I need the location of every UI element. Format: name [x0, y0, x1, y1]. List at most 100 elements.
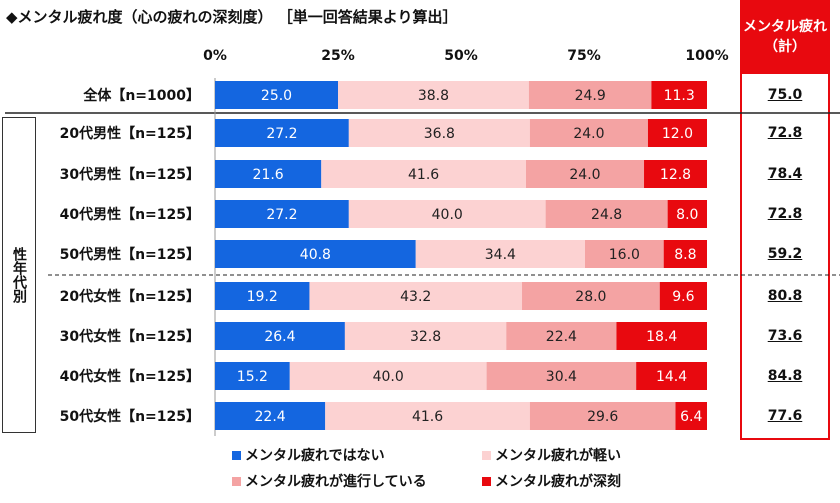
- total-value: 75.0: [767, 87, 803, 103]
- bar-segment: [545, 200, 668, 228]
- category-label: 50代女性【n=125】: [59, 409, 200, 425]
- legend-swatch: [482, 476, 491, 486]
- bar-segment: [528, 81, 652, 109]
- data-label: 24.0: [569, 167, 600, 183]
- data-label: 18.4: [646, 329, 677, 345]
- data-label: 27.2: [266, 207, 297, 223]
- data-label: 15.2: [237, 369, 268, 385]
- bar-segment: [348, 200, 546, 228]
- total-column-header: メンタル疲れ （計）: [740, 0, 830, 74]
- bar-segment: [644, 160, 707, 188]
- bar-segment: [215, 322, 345, 350]
- bar-segment: [636, 362, 707, 390]
- bar-segment: [663, 240, 707, 268]
- x-tick-label: 0%: [203, 48, 227, 64]
- bar-segment: [529, 402, 676, 430]
- category-label: 30代男性【n=125】: [59, 167, 200, 183]
- legend-item: メンタル疲れが軽い: [482, 445, 621, 465]
- bar-segment: [616, 322, 707, 350]
- data-label: 25.0: [261, 88, 292, 104]
- data-label: 41.6: [412, 409, 443, 425]
- bar-segment: [215, 200, 349, 228]
- bar-segment: [651, 81, 707, 109]
- bar-segment: [525, 160, 645, 188]
- bar-segment: [215, 119, 349, 147]
- data-label: 40.0: [373, 369, 404, 385]
- data-label: 38.8: [418, 88, 449, 104]
- legend-item: メンタル疲れが進行している: [232, 471, 427, 491]
- data-label: 14.4: [656, 369, 687, 385]
- data-label: 24.9: [575, 88, 606, 104]
- bar-segment: [506, 322, 617, 350]
- group-label: 性年代別: [11, 247, 27, 303]
- category-label: 20代女性【n=125】: [59, 289, 200, 305]
- data-label: 11.3: [664, 88, 695, 104]
- data-label: 43.2: [400, 289, 431, 305]
- legend-swatch: [232, 450, 241, 460]
- data-label: 28.0: [575, 289, 606, 305]
- data-label: 34.4: [485, 247, 516, 263]
- data-label: 40.8: [300, 247, 331, 263]
- bar-segment: [325, 402, 530, 430]
- total-value: 77.6: [767, 408, 803, 424]
- data-label: 8.8: [674, 247, 696, 263]
- bar-segment: [647, 119, 707, 147]
- data-label: 40.0: [432, 207, 463, 223]
- data-label: 36.8: [424, 126, 455, 142]
- data-label: 30.4: [546, 369, 577, 385]
- data-label: 21.6: [253, 167, 284, 183]
- x-tick-label: 75%: [567, 48, 601, 64]
- data-label: 32.8: [410, 329, 441, 345]
- bar-segment: [309, 282, 523, 310]
- bar-segment: [675, 402, 707, 430]
- data-label: 12.8: [660, 167, 691, 183]
- legend-label: メンタル疲れが進行している: [245, 474, 427, 490]
- data-label: 27.2: [266, 126, 297, 142]
- legend-label: メンタル疲れが軽い: [495, 448, 621, 464]
- data-label: 29.6: [587, 409, 618, 425]
- bar-segment: [348, 119, 530, 147]
- total-value: 84.8: [767, 368, 803, 384]
- total-header-line2: （計）: [764, 39, 806, 55]
- legend-swatch: [232, 476, 241, 486]
- bar-segment: [344, 322, 507, 350]
- legend-swatch: [482, 450, 491, 460]
- data-label: 22.4: [255, 409, 286, 425]
- category-label: 20代男性【n=125】: [59, 126, 200, 142]
- bar-segment: [215, 282, 310, 310]
- bar-segment: [486, 362, 637, 390]
- total-value: 80.8: [767, 288, 803, 304]
- total-value: 73.6: [767, 328, 803, 344]
- category-label: 40代男性【n=125】: [59, 207, 200, 223]
- legend-label: メンタル疲れではない: [245, 448, 385, 464]
- legend-item: メンタル疲れが深刻: [482, 471, 621, 491]
- total-value: 72.8: [767, 125, 803, 141]
- data-label: 22.4: [546, 329, 577, 345]
- data-label: 26.4: [264, 329, 295, 345]
- total-header-line1: メンタル疲れ: [743, 19, 827, 35]
- bar-segment: [289, 362, 487, 390]
- bar-segment: [321, 160, 526, 188]
- total-value: 78.4: [767, 166, 803, 182]
- bar-segment: [215, 402, 326, 430]
- bar-segment: [659, 282, 707, 310]
- data-label: 8.0: [676, 207, 698, 223]
- data-label: 24.0: [573, 126, 604, 142]
- legend-label: メンタル疲れが深刻: [495, 474, 621, 490]
- data-label: 6.4: [680, 409, 702, 425]
- bar-segment: [338, 81, 529, 109]
- total-value: 72.8: [767, 206, 803, 222]
- bar-segment: [529, 119, 648, 147]
- total-value: 59.2: [767, 246, 803, 262]
- x-tick-label: 100%: [685, 48, 729, 64]
- bar-segment: [215, 81, 338, 109]
- legend-item: メンタル疲れではない: [232, 445, 385, 465]
- group-label-box: 性年代別: [2, 117, 36, 433]
- category-label: 全体【n=1000】: [83, 88, 200, 104]
- bar-segment: [215, 362, 290, 390]
- bar-segment: [667, 200, 707, 228]
- category-label: 30代女性【n=125】: [59, 329, 200, 345]
- x-tick-label: 50%: [444, 48, 478, 64]
- data-label: 19.2: [247, 289, 278, 305]
